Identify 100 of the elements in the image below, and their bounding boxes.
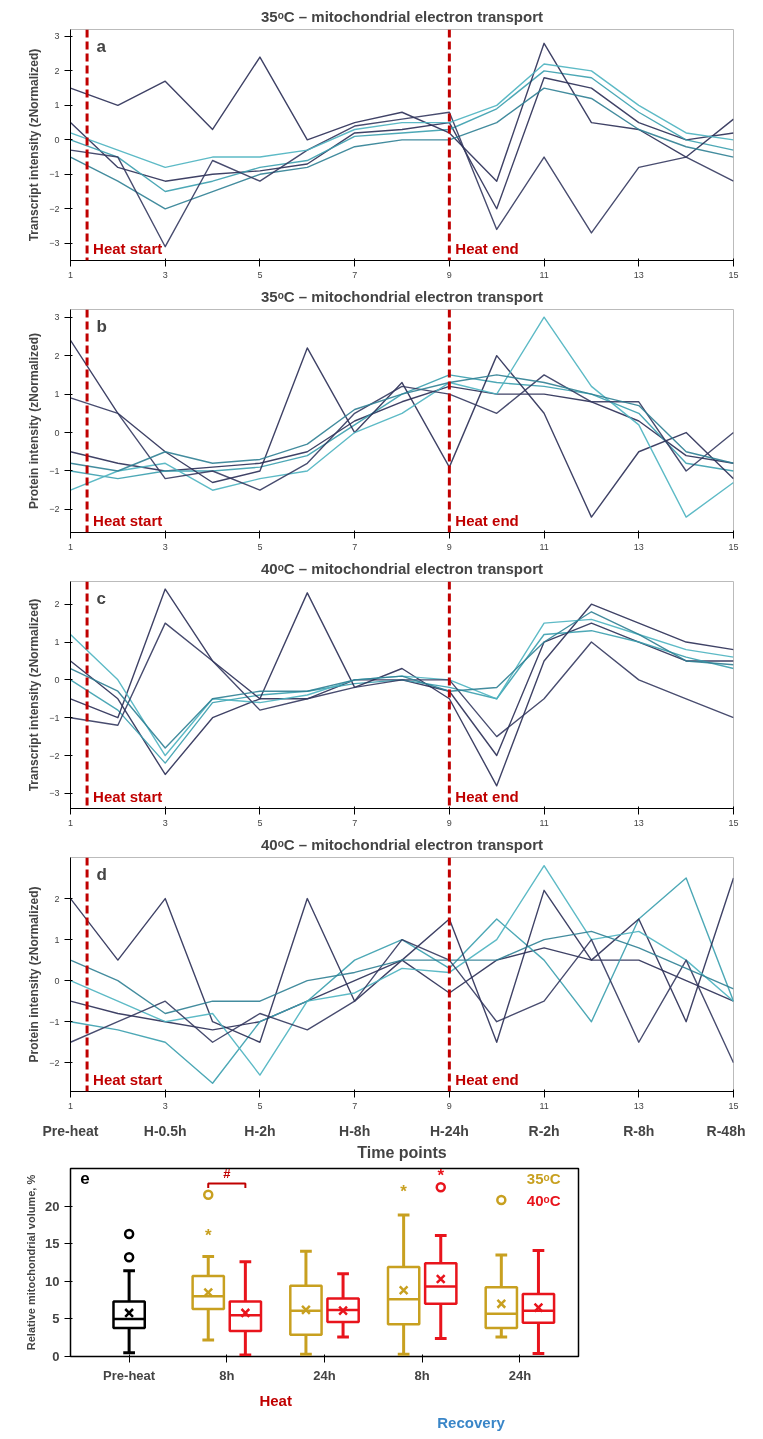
x-tick-label: 24h (508, 1367, 532, 1383)
text: H-0.5h (143, 1122, 187, 1139)
ref-line-label: Heat end (455, 787, 519, 805)
text: Heat (259, 1391, 292, 1409)
x-tick-label: 1 (68, 817, 74, 828)
ref-line-label: Heat end (455, 511, 519, 529)
y-tick-label: −2 (49, 750, 60, 761)
x-tick-label: 8h (414, 1367, 430, 1383)
text: R-8h (623, 1122, 655, 1139)
x-tick-label: 5 (257, 817, 263, 828)
annotation: # (223, 1166, 232, 1182)
y-tick-label: 3 (54, 31, 60, 42)
line-series (70, 63, 734, 169)
y-tick-label: −2 (49, 1057, 60, 1068)
y-axis-title: Transcript intensity (zNormalized) (27, 48, 42, 242)
x-tick-label: 24h (313, 1367, 336, 1383)
y-tick-label: 1 (54, 100, 60, 111)
x-tick-label: 7 (352, 817, 358, 828)
y-tick-label: 20 (45, 1198, 60, 1214)
x-tick-label: 13 (633, 541, 644, 552)
line-series (70, 930, 734, 1015)
text: R-2h (528, 1122, 560, 1139)
x-tick-label: 1 (68, 269, 74, 280)
y-tick-label: −1 (49, 1016, 60, 1027)
x-tick-label: 15 (728, 1100, 739, 1111)
y-axis-title: Protein intensity (zNormalized) (27, 332, 42, 510)
text: Recovery (437, 1413, 506, 1431)
y-tick-label: 3 (54, 312, 60, 323)
y-axis-title: Protein intensity (zNormalized) (27, 886, 42, 1063)
text: 40ᵒC (526, 1191, 561, 1209)
x-tick-label: 3 (162, 541, 168, 552)
annotation: * (204, 1226, 212, 1246)
y-tick-label: 1 (54, 389, 60, 400)
x-tick-label: 8h (219, 1367, 235, 1383)
x-tick-label: 7 (352, 1100, 358, 1111)
line-series (70, 588, 734, 787)
x-tick-label: 3 (162, 269, 168, 280)
y-tick-label: 5 (52, 1311, 60, 1327)
ref-line-label: Heat start (93, 787, 163, 805)
ref-line-label: Heat end (455, 239, 519, 257)
x-tick-label: 5 (257, 541, 263, 552)
text: H-24h (429, 1122, 469, 1139)
ref-line-label: Heat start (93, 239, 163, 257)
annotation: d (96, 864, 107, 884)
chart-title: 40ᵒC – mitochondrial electron transport (260, 559, 544, 577)
y-tick-label: 0 (54, 134, 60, 145)
x-tick-label: 11 (539, 1100, 549, 1111)
chart-title: 35ᵒC – mitochondrial electron transport (260, 287, 544, 305)
y-tick-label: 0 (54, 975, 60, 986)
y-tick-label: −1 (49, 712, 60, 723)
x-tick-label: 15 (728, 541, 739, 552)
x-tick-label: 13 (633, 1100, 644, 1111)
x-tick-label: 11 (539, 541, 549, 552)
x-tick-label: 15 (728, 269, 739, 280)
y-tick-label: 2 (54, 893, 60, 904)
x-tick-label: 13 (633, 817, 644, 828)
annotation: e (80, 1168, 90, 1188)
x-tick-label: 9 (446, 817, 452, 828)
y-tick-label: −3 (49, 788, 60, 799)
chart-title: 35ᵒC – mitochondrial electron transport (260, 7, 544, 25)
text: H-8h (339, 1122, 371, 1139)
x-tick-label: 5 (257, 1100, 263, 1111)
y-tick-label: −2 (49, 504, 60, 515)
y-tick-label: 0 (52, 1349, 60, 1364)
y-tick-label: 2 (54, 65, 60, 76)
x-tick-label: 3 (162, 817, 168, 828)
x-tick-label: 3 (162, 1100, 168, 1111)
x-tick-label: 9 (446, 269, 452, 280)
y-axis-title: Relative mitochondrial volume, % (25, 1174, 38, 1351)
line-series (70, 70, 734, 193)
y-tick-label: 2 (54, 350, 60, 361)
y-tick-label: 0 (54, 674, 60, 685)
y-tick-label: 0 (54, 427, 60, 438)
y-tick-label: −1 (49, 465, 60, 476)
text: Pre-heat (42, 1122, 99, 1139)
x-tick-label: 1 (68, 1100, 74, 1111)
y-axis-title: Transcript intensity (zNormalized) (27, 598, 42, 792)
text: H-2h (244, 1122, 276, 1139)
y-tick-label: 1 (54, 934, 60, 945)
y-tick-label: 10 (45, 1273, 60, 1289)
y-tick-label: −1 (49, 169, 60, 180)
y-tick-label: 2 (54, 599, 60, 610)
x-tick-label: 13 (633, 269, 644, 280)
x-tick-label: 9 (446, 1100, 452, 1111)
text: R-48h (706, 1122, 746, 1139)
ref-line-label: Heat start (93, 1070, 163, 1088)
x-tick-label: 7 (352, 269, 358, 280)
text: 35ᵒC (526, 1169, 561, 1187)
x-tick-label: 11 (539, 817, 549, 828)
chart-title: 40ᵒC – mitochondrial electron transport (260, 835, 544, 853)
ref-line-label: Heat start (93, 511, 163, 529)
x-tick-label: 9 (446, 541, 452, 552)
y-tick-label: −3 (49, 238, 60, 249)
y-tick-label: 15 (45, 1236, 60, 1252)
x-tick-label: 11 (539, 269, 549, 280)
ref-line-label: Heat end (455, 1070, 519, 1088)
y-tick-label: −2 (49, 203, 60, 214)
x-tick-label: 15 (728, 817, 739, 828)
annotation: * (400, 1181, 408, 1201)
x-tick-label: Pre-heat (103, 1367, 156, 1383)
